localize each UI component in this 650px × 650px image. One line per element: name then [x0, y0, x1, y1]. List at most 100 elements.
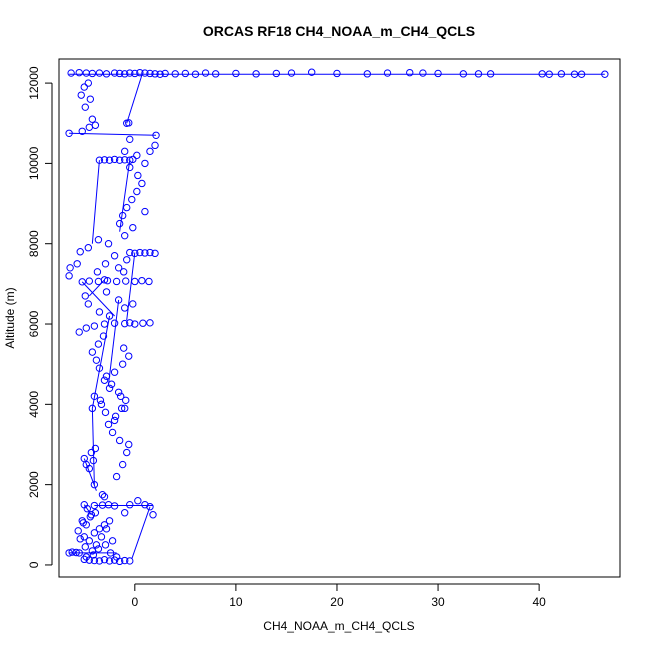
- data-point: [105, 156, 114, 164]
- data-point: [434, 69, 442, 78]
- data-point: [131, 320, 139, 328]
- data-point: [110, 69, 119, 77]
- data-point: [94, 545, 103, 553]
- data-point: [119, 344, 128, 352]
- data-point: [91, 509, 100, 517]
- series-line: [83, 458, 97, 491]
- data-point: [95, 364, 104, 372]
- data-point: [114, 388, 123, 396]
- data-point: [126, 69, 134, 77]
- x-tick-label: 30: [431, 595, 445, 609]
- data-point: [406, 68, 414, 77]
- data-point: [136, 68, 144, 77]
- data-point: [161, 69, 169, 78]
- data-point: [121, 231, 129, 240]
- data-point: [141, 207, 149, 216]
- data-point: [363, 70, 371, 78]
- data-point: [201, 69, 210, 77]
- data-point: [123, 203, 131, 212]
- data-point: [110, 416, 119, 425]
- data-point: [141, 69, 149, 77]
- data-point: [100, 521, 109, 529]
- data-point: [97, 533, 106, 541]
- data-point: [118, 360, 127, 368]
- data-point: [81, 103, 89, 111]
- data-point: [80, 533, 88, 541]
- data-point: [272, 69, 281, 78]
- data-point: [95, 69, 104, 77]
- data-point: [110, 368, 119, 376]
- data-point: [114, 264, 123, 272]
- data-point: [90, 322, 99, 330]
- data-point: [287, 69, 296, 77]
- data-point: [94, 235, 103, 244]
- data-point: [100, 556, 109, 564]
- data-point: [110, 319, 119, 327]
- data-point: [90, 556, 99, 565]
- data-point: [136, 248, 144, 257]
- data-point: [111, 412, 120, 421]
- data-point: [149, 511, 157, 519]
- data-point: [126, 319, 134, 327]
- data-point: [151, 249, 159, 258]
- data-point: [101, 408, 110, 417]
- data-point: [100, 320, 109, 328]
- data-point: [129, 223, 137, 232]
- data-point: [89, 551, 98, 559]
- data-point: [82, 460, 90, 469]
- data-point: [139, 319, 147, 327]
- data-point: [141, 249, 149, 257]
- data-point: [107, 380, 116, 388]
- data-point: [115, 436, 124, 445]
- data-point: [125, 119, 133, 127]
- data-point: [80, 555, 88, 564]
- data-point: [88, 404, 97, 413]
- series-line: [119, 160, 131, 232]
- data-point: [104, 240, 113, 248]
- data-point: [99, 332, 108, 340]
- data-point: [110, 155, 119, 164]
- data-point: [126, 135, 134, 144]
- data-point: [72, 548, 80, 557]
- data-point: [115, 219, 124, 228]
- data-point: [126, 501, 134, 509]
- data-point: [146, 69, 154, 78]
- data-point: [419, 69, 427, 77]
- data-point: [90, 501, 99, 510]
- data-point: [68, 548, 76, 556]
- plot-frame: [58, 58, 621, 578]
- data-point: [122, 277, 130, 285]
- data-point: [557, 70, 566, 78]
- data-point: [66, 264, 74, 272]
- data-point: [88, 348, 97, 356]
- data-point: [65, 272, 73, 280]
- data-point: [110, 502, 119, 510]
- data-point: [308, 68, 316, 76]
- data-point: [108, 537, 117, 545]
- data-point: [126, 156, 134, 164]
- data-point: [85, 277, 94, 285]
- data-point: [156, 70, 164, 78]
- series-line: [91, 160, 100, 244]
- data-point: [252, 70, 260, 78]
- data-point: [123, 448, 131, 457]
- data-point: [77, 91, 85, 99]
- data-point: [133, 151, 141, 160]
- data-point: [129, 300, 137, 308]
- data-point: [112, 553, 121, 561]
- data-point: [191, 70, 200, 78]
- data-point: [75, 68, 83, 77]
- data-point: [117, 404, 126, 413]
- data-point: [131, 69, 139, 78]
- data-point: [74, 527, 82, 535]
- data-point: [134, 497, 142, 505]
- data-point: [131, 277, 139, 286]
- chart-title: ORCAS RF18 CH4_NOAA_m_CH4_QCLS: [203, 23, 475, 39]
- data-point: [121, 509, 129, 517]
- data-point: [138, 276, 146, 285]
- data-point: [96, 396, 105, 405]
- y-tick-label: 0: [27, 561, 41, 568]
- data-point: [121, 556, 129, 565]
